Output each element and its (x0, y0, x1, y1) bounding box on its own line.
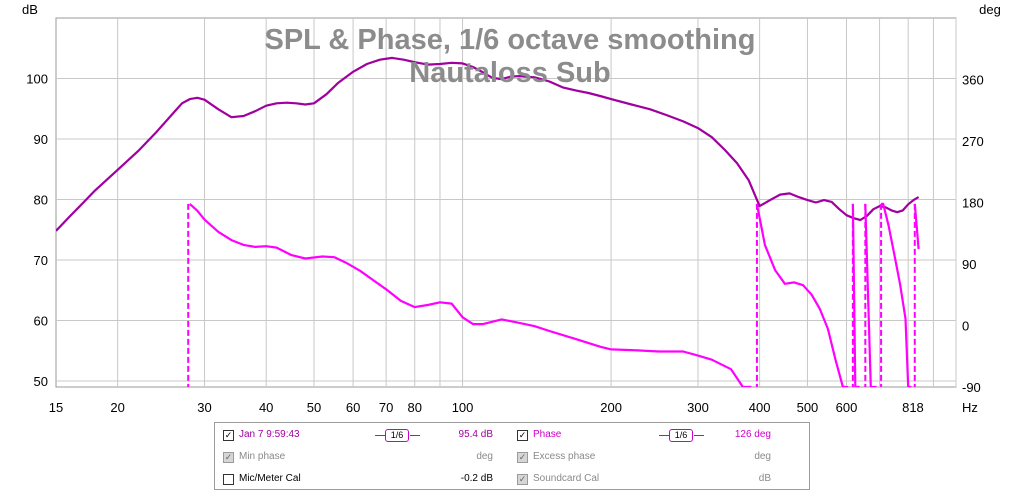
x-axis-unit: Hz (962, 400, 978, 415)
x-tick-label: 60 (346, 400, 360, 415)
phase-line-swatch-right (694, 435, 704, 436)
series-layer (56, 56, 920, 387)
y-left-tick-label: 60 (34, 313, 48, 328)
phase-line-swatch-left (659, 435, 669, 436)
mic-cal-name[interactable]: Mic/Meter Cal (239, 473, 301, 484)
phase-cursor-value: 126 deg (734, 429, 771, 440)
phase-line (913, 203, 920, 250)
y-left-tick-label: 50 (34, 374, 48, 389)
y-left-tick-label: 70 (34, 253, 48, 268)
x-tick-label: 400 (749, 400, 771, 415)
excess-phase-checkbox[interactable]: ✓ (517, 452, 528, 463)
min-phase-checkbox[interactable]: ✓ (223, 452, 234, 463)
phase-line (881, 202, 912, 387)
x-tick-label: 80 (408, 400, 422, 415)
phase-line (864, 203, 877, 387)
legend-row-phase: ✓ Phase 1/6 126 deg (517, 427, 799, 443)
soundcard-cal-value: dB (758, 473, 771, 484)
mic-cal-value: -0.2 dB (460, 473, 493, 484)
plot-area (55, 17, 957, 388)
phase-line (851, 203, 860, 387)
legend-row-mic-cal: Mic/Meter Cal -0.2 dB (223, 471, 493, 487)
x-tick-label: 40 (259, 400, 273, 415)
soundcard-cal-name[interactable]: Soundcard Cal (533, 473, 600, 484)
excess-phase-value: deg (754, 451, 771, 462)
y-right-tick-label: 180 (962, 196, 984, 211)
x-tick-label: 300 (687, 400, 709, 415)
soundcard-cal-checkbox[interactable]: ✓ (517, 474, 528, 485)
excess-phase-name[interactable]: Excess phase (533, 451, 596, 462)
spl-line (56, 56, 920, 232)
spl-checkbox[interactable]: ✓ (223, 430, 234, 441)
left-axis-unit: dB (22, 2, 38, 17)
mic-cal-checkbox[interactable] (223, 474, 234, 485)
spl-cursor-value: 95.4 dB (458, 429, 493, 440)
phase-line (755, 203, 849, 387)
phase-line (189, 203, 752, 387)
spl-line-swatch-right (410, 435, 420, 436)
y-right-tick-label: 90 (962, 257, 976, 272)
x-tick-label: 500 (797, 400, 819, 415)
x-tick-label: 30 (197, 400, 211, 415)
x-tick-label: 20 (110, 400, 124, 415)
right-axis-unit: deg (979, 2, 1001, 17)
phase-trace-name[interactable]: Phase (533, 429, 562, 440)
x-tick-label: 15 (49, 400, 63, 415)
axes-layer: 15 20 30 40 50 60 70 80 100 200 300 400 500 600 818506… (26, 71, 983, 415)
legend-row-min-phase: ✓ Min phase deg (223, 449, 493, 465)
spl-phase-chart: 15 20 30 40 50 60 70 80 100 200 300 400 500 600 818506… (22, 2, 1001, 415)
min-phase-value: deg (476, 451, 493, 462)
legend-panel: ✓ Jan 7 9:59:43 1/6 95.4 dB ✓ Phase 1/6 … (214, 422, 810, 490)
legend-row-spl: ✓ Jan 7 9:59:43 1/6 95.4 dB (223, 427, 493, 443)
chart-title: SPL & Phase, 1/6 octave smoothing (264, 24, 755, 56)
x-tick-label: 818 (902, 400, 924, 415)
phase-checkbox[interactable]: ✓ (517, 430, 528, 441)
y-right-tick-label: -90 (962, 380, 981, 395)
y-right-tick-label: 0 (962, 319, 969, 334)
legend-row-excess-phase: ✓ Excess phase deg (517, 449, 799, 465)
x-tick-label: 200 (600, 400, 622, 415)
spl-trace-name[interactable]: Jan 7 9:59:43 (239, 429, 300, 440)
min-phase-name[interactable]: Min phase (239, 451, 286, 462)
y-left-tick-label: 100 (26, 71, 48, 86)
phase-smoothing-badge[interactable]: 1/6 (669, 429, 693, 442)
spl-smoothing-badge[interactable]: 1/6 (385, 429, 409, 442)
x-tick-label: 70 (379, 400, 393, 415)
y-right-tick-label: 270 (962, 134, 984, 149)
legend-row-soundcard-cal: ✓ Soundcard Cal dB (517, 471, 799, 487)
y-left-tick-label: 80 (34, 192, 48, 207)
spl-line-swatch-left (375, 435, 385, 436)
chart-subtitle: Nautaloss Sub (409, 57, 610, 89)
x-tick-label: 50 (307, 400, 321, 415)
x-tick-label: 600 (836, 400, 858, 415)
y-right-tick-label: 360 (962, 73, 984, 88)
y-left-tick-label: 90 (34, 132, 48, 147)
x-tick-label: 100 (452, 400, 474, 415)
